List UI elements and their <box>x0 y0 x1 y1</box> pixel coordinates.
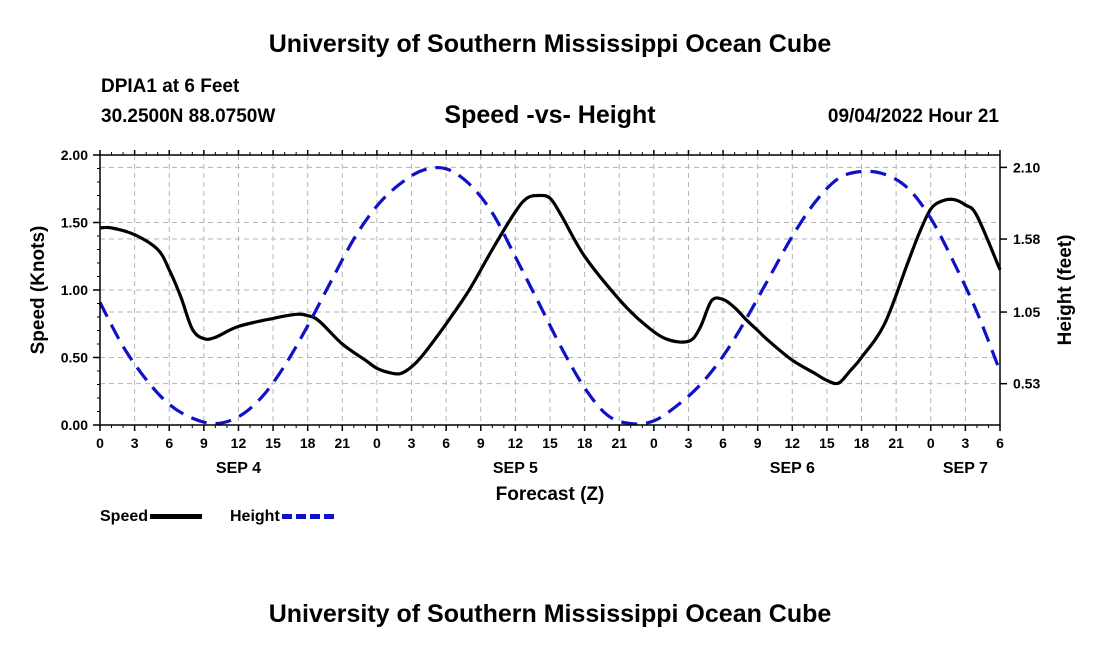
x-tick-label: 15 <box>819 435 835 451</box>
y-tick-label: 1.00 <box>61 282 88 298</box>
x-tick-label: 21 <box>611 435 627 451</box>
station-label: DPIA1 at 6 Feet <box>101 76 240 97</box>
legend-speed-label: Speed <box>100 508 149 525</box>
y2-tick-label: 2.10 <box>1013 159 1040 175</box>
x-tick-label: 12 <box>785 435 801 451</box>
x-tick-label: 21 <box>888 435 904 451</box>
day-label: SEP 4 <box>216 460 261 477</box>
series-line-height <box>98 165 1002 426</box>
x-tick-label: 12 <box>231 435 247 451</box>
coordinates-label: 30.2500N 88.0750W <box>101 106 276 127</box>
y-tick-label: 1.50 <box>61 215 88 231</box>
data-point-height <box>284 365 285 366</box>
axes: 0 3 6 9 12 15 18 21 0 3 6 9 12 15 18 21 0 3 6 9 12 15 18 21 0 3 6 0… <box>28 147 1076 505</box>
x-tick-label: 6 <box>165 435 173 451</box>
x-tick-label: 21 <box>335 435 351 451</box>
data-point-height <box>700 385 701 386</box>
series-line-speed <box>99 193 1002 386</box>
page-title: University of Southern Mississippi Ocean… <box>268 30 832 58</box>
legend-height: Height <box>230 508 334 526</box>
legend-height-label: Height <box>230 508 280 525</box>
x-tick-label: 3 <box>961 435 969 451</box>
data-point-height <box>169 404 170 405</box>
day-label: SEP 6 <box>770 460 815 477</box>
y2-tick-label: 0.53 <box>1013 376 1040 392</box>
x-tick-label: 0 <box>96 435 104 451</box>
y-tick-label: 0.00 <box>61 417 88 433</box>
x-tick-label: 12 <box>508 435 524 451</box>
y-tick-label: 2.00 <box>61 147 88 163</box>
chart-title: Speed -vs- Height <box>444 101 656 129</box>
day-label: SEP 7 <box>943 460 988 477</box>
series-layer <box>98 165 1002 426</box>
y-tick-label: 0.50 <box>61 350 88 366</box>
x-tick-label: 18 <box>577 435 593 451</box>
legend-height-swatch <box>281 514 334 520</box>
x-tick-label: 18 <box>300 435 316 451</box>
x-tick-label: 9 <box>200 435 208 451</box>
x-tick-label: 18 <box>854 435 870 451</box>
day-label: SEP 5 <box>493 460 538 477</box>
legend-speed: Speed <box>100 508 203 526</box>
legend-speed-swatch <box>150 514 203 520</box>
x-tick-label: 0 <box>373 435 381 451</box>
x-tick-label: 9 <box>477 435 485 451</box>
x-tick-label: 3 <box>685 435 693 451</box>
data-point-height <box>838 178 839 179</box>
footer-title: University of Southern Mississippi Ocean… <box>268 600 832 628</box>
x-axis-title: Forecast (Z) <box>496 484 605 505</box>
x-tick-label: 3 <box>131 435 139 451</box>
x-tick-label: 9 <box>754 435 762 451</box>
x-tick-label: 15 <box>265 435 281 451</box>
x-tick-label: 3 <box>408 435 416 451</box>
x-tick-label: 0 <box>927 435 935 451</box>
x-tick-label: 6 <box>719 435 727 451</box>
x-tick-label: 0 <box>650 435 658 451</box>
x-tick-label: 6 <box>442 435 450 451</box>
y2-tick-label: 1.05 <box>1013 304 1040 320</box>
datetime-label: 09/04/2022 Hour 21 <box>827 106 999 127</box>
y-axis-title: Speed (Knots) <box>28 226 49 355</box>
grid <box>100 155 1000 425</box>
data-point-height <box>584 387 585 388</box>
y2-tick-label: 1.58 <box>1013 231 1040 247</box>
y2-axis-title: Height (feet) <box>1055 235 1076 346</box>
x-tick-label: 15 <box>542 435 558 451</box>
data-point-height <box>769 277 770 278</box>
x-tick-label: 6 <box>996 435 1004 451</box>
